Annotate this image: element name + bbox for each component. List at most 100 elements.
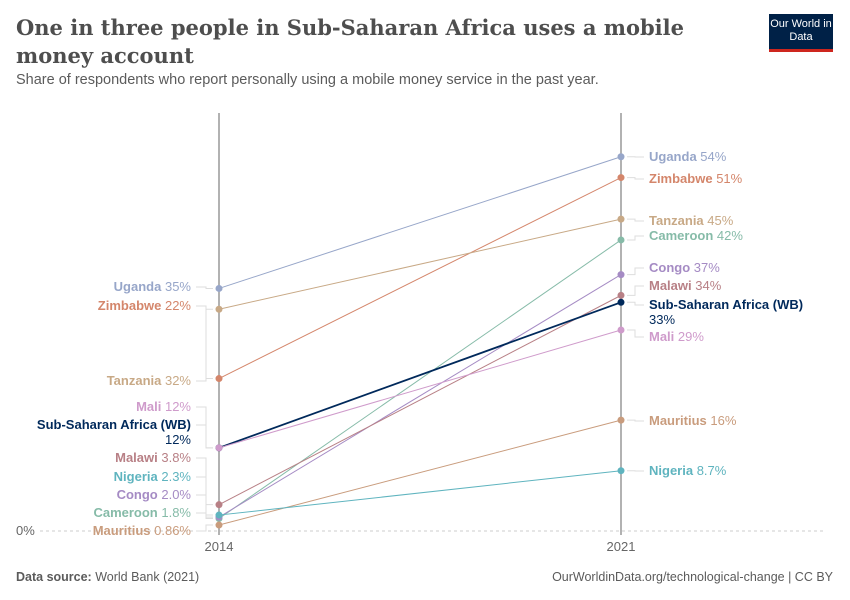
series-name: Malawi <box>115 450 161 465</box>
point-2014-malawi <box>215 501 223 509</box>
series-name: Uganda <box>649 149 700 164</box>
series-value: 45% <box>707 213 733 228</box>
label-2014-sub-saharan-africa-wb--value: 12% <box>165 432 191 447</box>
label-2014-tanzania: Tanzania 32% <box>107 373 192 388</box>
label-2021-nigeria: Nigeria 8.7% <box>649 463 727 478</box>
point-2021-congo <box>617 271 625 279</box>
label-2014-sub-saharan-africa-wb--name: Sub-Saharan Africa (WB) <box>37 417 191 432</box>
label-2021-uganda: Uganda 54% <box>649 149 727 164</box>
series-value: 12% <box>165 399 191 414</box>
point-2021-uganda <box>617 153 625 161</box>
series-value: 1.8% <box>161 505 191 520</box>
series-name: Cameroon <box>649 228 717 243</box>
label-2021-mauritius: Mauritius 16% <box>649 413 737 428</box>
series-name: Zimbabwe <box>98 298 165 313</box>
series-line-zimbabwe <box>218 177 622 379</box>
label-2014-zimbabwe: Zimbabwe 22% <box>98 298 192 313</box>
series-line-congo <box>218 274 622 518</box>
series-value: 29% <box>678 329 704 344</box>
point-2021-mauritius <box>617 416 625 424</box>
series-value: 37% <box>694 260 720 275</box>
series-name: Mali <box>136 399 165 414</box>
connector-2021-mali <box>627 329 644 338</box>
series-name: Cameroon <box>93 505 161 520</box>
series-name: Tanzania <box>649 213 707 228</box>
connector-2014-tanzania <box>196 308 213 382</box>
label-2021-tanzania: Tanzania 45% <box>649 213 734 228</box>
x-tick-2021: 2021 <box>607 539 636 554</box>
point-2021-sub-saharan-africa-wb- <box>617 298 625 306</box>
series-name: Nigeria <box>649 463 697 478</box>
series-line-malawi <box>218 294 622 506</box>
point-2014-tanzania <box>215 305 223 313</box>
connector-2014-cameroon <box>196 512 213 520</box>
point-2014-mauritius <box>215 521 223 529</box>
series-name: Mali <box>649 329 678 344</box>
series-value: 2.0% <box>161 487 191 502</box>
y-tick-0: 0% <box>16 523 35 538</box>
series-value: 2.3% <box>161 469 191 484</box>
connector-2021-congo <box>627 267 644 276</box>
connector-2014-uganda <box>196 286 213 289</box>
label-2014-mauritius: Mauritius 0.86% <box>93 523 192 538</box>
label-2021-zimbabwe: Zimbabwe 51% <box>649 171 743 186</box>
series-line-mauritius <box>218 419 622 526</box>
series-name: Mauritius <box>93 523 154 538</box>
series-value: 54% <box>700 149 726 164</box>
point-2021-cameroon <box>617 236 625 244</box>
connector-2021-zimbabwe <box>627 177 644 180</box>
connector-2014-congo <box>196 494 213 518</box>
label-2021-congo: Congo 37% <box>649 260 720 275</box>
connector-2021-cameroon <box>627 235 644 241</box>
series-name: Zimbabwe <box>649 171 716 186</box>
owid-logo[interactable]: Our World in Data <box>769 14 833 52</box>
source-label: Data source: <box>16 570 92 584</box>
series-line-uganda <box>218 156 622 289</box>
label-2021-sub-saharan-africa-wb--value: 33% <box>649 312 675 327</box>
label-2014-uganda: Uganda 35% <box>114 279 192 294</box>
connector-2014-zimbabwe <box>196 305 213 380</box>
source-text[interactable]: World Bank (2021) <box>95 570 200 584</box>
connector-2014-sub-saharan-africa-wb- <box>196 424 213 449</box>
data-source: Data source: World Bank (2021) <box>16 570 199 584</box>
series-value: 32% <box>165 373 191 388</box>
series-name: Tanzania <box>107 373 165 388</box>
series-line-cameroon <box>218 239 622 519</box>
series-name: Uganda <box>114 279 165 294</box>
series-name: Nigeria <box>114 469 162 484</box>
series-value: 51% <box>716 171 742 186</box>
series-value: 42% <box>717 228 743 243</box>
series-value: 35% <box>165 279 191 294</box>
point-2021-nigeria <box>617 467 625 475</box>
label-2021-sub-saharan-africa-wb--name: Sub-Saharan Africa (WB) <box>649 297 803 312</box>
series-value: 0.86% <box>154 523 191 538</box>
label-2014-cameroon: Cameroon 1.8% <box>93 505 191 520</box>
connector-2021-tanzania <box>627 218 644 222</box>
series-value: 3.8% <box>161 450 191 465</box>
series-name: Malawi <box>649 278 695 293</box>
point-2021-tanzania <box>617 215 625 223</box>
point-2021-zimbabwe <box>617 174 625 182</box>
series-name: Mauritius <box>649 413 710 428</box>
series-value: 16% <box>710 413 736 428</box>
label-2021-mali: Mali 29% <box>649 329 704 344</box>
series-line-tanzania <box>218 218 622 310</box>
point-2014-nigeria <box>215 511 223 519</box>
label-2014-congo: Congo 2.0% <box>117 487 192 502</box>
connector-2021-malawi <box>627 285 644 296</box>
series-value: 34% <box>695 278 721 293</box>
series-line-sub-saharan-africa-wb- <box>218 301 622 449</box>
series-value: 8.7% <box>697 463 727 478</box>
connector-2014-nigeria <box>196 476 213 516</box>
series-name: Congo <box>117 487 162 502</box>
label-2021-malawi: Malawi 34% <box>649 278 722 293</box>
chart-subtitle: Share of respondents who report personal… <box>16 72 599 88</box>
footer-url[interactable]: OurWorldinData.org/technological-change … <box>552 570 833 584</box>
point-2014-zimbabwe <box>215 375 223 383</box>
label-2021-cameroon: Cameroon 42% <box>649 228 743 243</box>
series-line-mali <box>218 329 622 449</box>
label-2014-nigeria: Nigeria 2.3% <box>114 469 192 484</box>
connector-2014-mali <box>196 406 213 449</box>
point-2014-uganda <box>215 284 223 292</box>
